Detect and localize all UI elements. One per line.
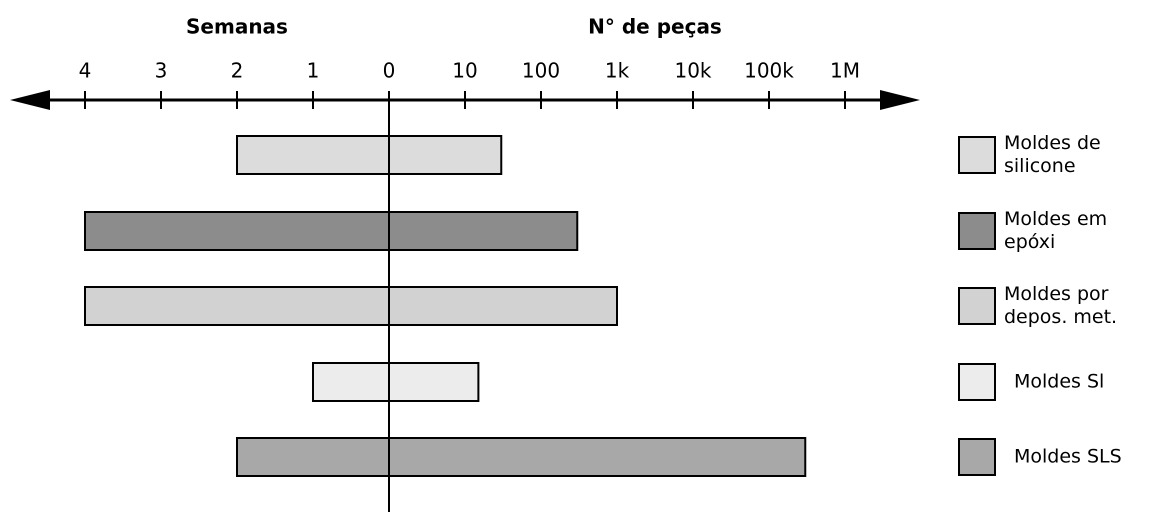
legend-label: Moldes de silicone xyxy=(1004,132,1101,177)
tick-label: 1M xyxy=(830,59,860,83)
legend-swatch xyxy=(958,363,996,401)
legend-swatch xyxy=(958,438,996,476)
bar xyxy=(236,437,390,477)
tick-label: 3 xyxy=(155,59,168,83)
tick-label: 2 xyxy=(231,59,244,83)
bar xyxy=(388,211,579,251)
bar xyxy=(236,135,390,175)
legend-swatch xyxy=(958,212,996,250)
bar xyxy=(84,286,390,326)
axis-arrow xyxy=(10,90,50,110)
tick-label: 0 xyxy=(383,59,396,83)
legend-label: Moldes SLS xyxy=(1014,445,1122,468)
axis-title: Semanas xyxy=(186,15,288,39)
legend-swatch xyxy=(958,287,996,325)
tick-label: 100 xyxy=(522,59,560,83)
legend-label: Moldes por depos. met. xyxy=(1004,283,1118,328)
axis-arrow xyxy=(880,90,920,110)
tick-label: 10 xyxy=(452,59,477,83)
tick-label: 1k xyxy=(605,59,630,83)
tick-label: 4 xyxy=(79,59,92,83)
legend-label: Moldes em epóxi xyxy=(1004,208,1108,253)
tick-label: 100k xyxy=(744,59,794,83)
axis-title: N° de peças xyxy=(588,15,722,39)
bar xyxy=(388,135,503,175)
tick-label: 1 xyxy=(307,59,320,83)
bar xyxy=(84,211,390,251)
tick-label: 10k xyxy=(674,59,711,83)
legend-swatch xyxy=(958,136,996,174)
legend-label: Moldes Sl xyxy=(1014,370,1105,393)
bar xyxy=(388,437,807,477)
bar xyxy=(388,362,480,402)
bar xyxy=(388,286,618,326)
bar xyxy=(312,362,390,402)
